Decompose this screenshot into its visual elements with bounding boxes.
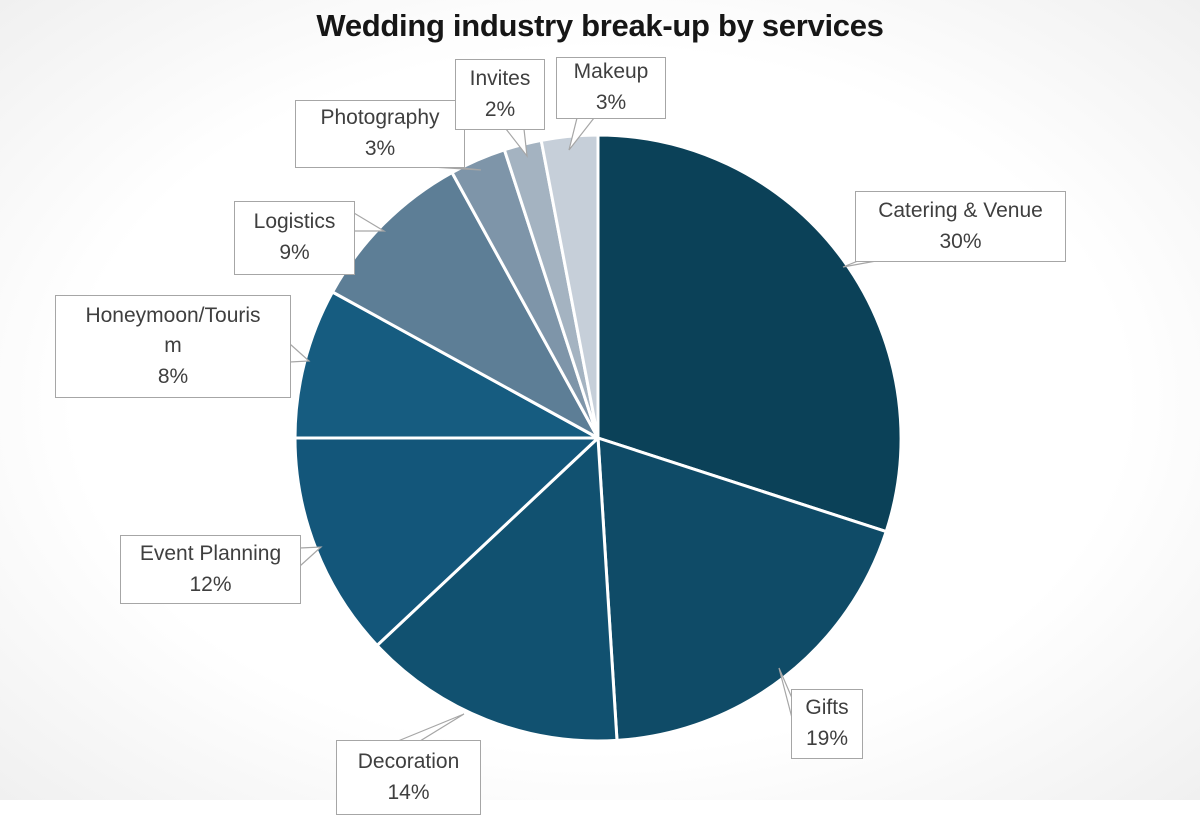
callout-gifts-line-1: 19% <box>805 727 849 750</box>
callout-photography: Photography 3% <box>295 100 465 168</box>
pie-slice-catering <box>596 133 903 534</box>
callout-logistics-line-0: Logistics <box>253 210 336 234</box>
callout-invites-line-1: 2% <box>484 97 516 121</box>
callout-leader-decoration <box>397 713 465 742</box>
callout-event-line-1: 12% <box>189 572 232 596</box>
callout-honeymoon-line-1: m <box>164 334 182 358</box>
callout-catering-line-0: Catering & Venue <box>878 198 1043 222</box>
callout-honeymoon-line-0: Honeymoon/Touris <box>85 303 261 327</box>
callout-makeup-line-0: Makeup <box>573 60 649 84</box>
pie-slice-decoration <box>375 436 619 743</box>
pie-slice-honeymoon <box>293 290 600 440</box>
callout-gifts-line-0: Gifts <box>805 696 849 720</box>
callout-event-line-0: Event Planning <box>139 541 282 565</box>
callout-photography-line-1: 3% <box>364 137 396 160</box>
callout-honeymoon: Honeymoon/Touris m 8% <box>55 295 291 398</box>
callout-decoration-line-0: Decoration <box>357 749 460 773</box>
callout-logistics-line-1: 9% <box>279 241 310 264</box>
callout-catering: Catering & Venue 30% <box>855 191 1066 262</box>
callout-catering-line-1: 30% <box>939 229 982 253</box>
pie-slice-makeup <box>539 133 600 440</box>
callout-gifts: Gifts 19% <box>791 689 863 759</box>
callout-decoration-line-1: 14% <box>387 780 430 804</box>
pie-slice-logistics <box>331 171 600 440</box>
callout-photography-line-0: Photography <box>320 106 440 130</box>
callout-invites: Invites 2% <box>455 59 545 130</box>
callout-logistics: Logistics 9% <box>234 201 355 275</box>
chart-title: Wedding industry break-up by services <box>316 8 884 43</box>
callout-event: Event Planning 12% <box>120 535 301 604</box>
callout-makeup: Makeup 3% <box>556 57 666 119</box>
callout-makeup-line-1: 3% <box>595 91 627 114</box>
callout-leader-logistics <box>353 211 387 232</box>
callout-invites-line-0: Invites <box>469 66 531 90</box>
callout-decoration: Decoration 14% <box>336 740 481 815</box>
callout-honeymoon-line-2: 8% <box>157 364 189 388</box>
